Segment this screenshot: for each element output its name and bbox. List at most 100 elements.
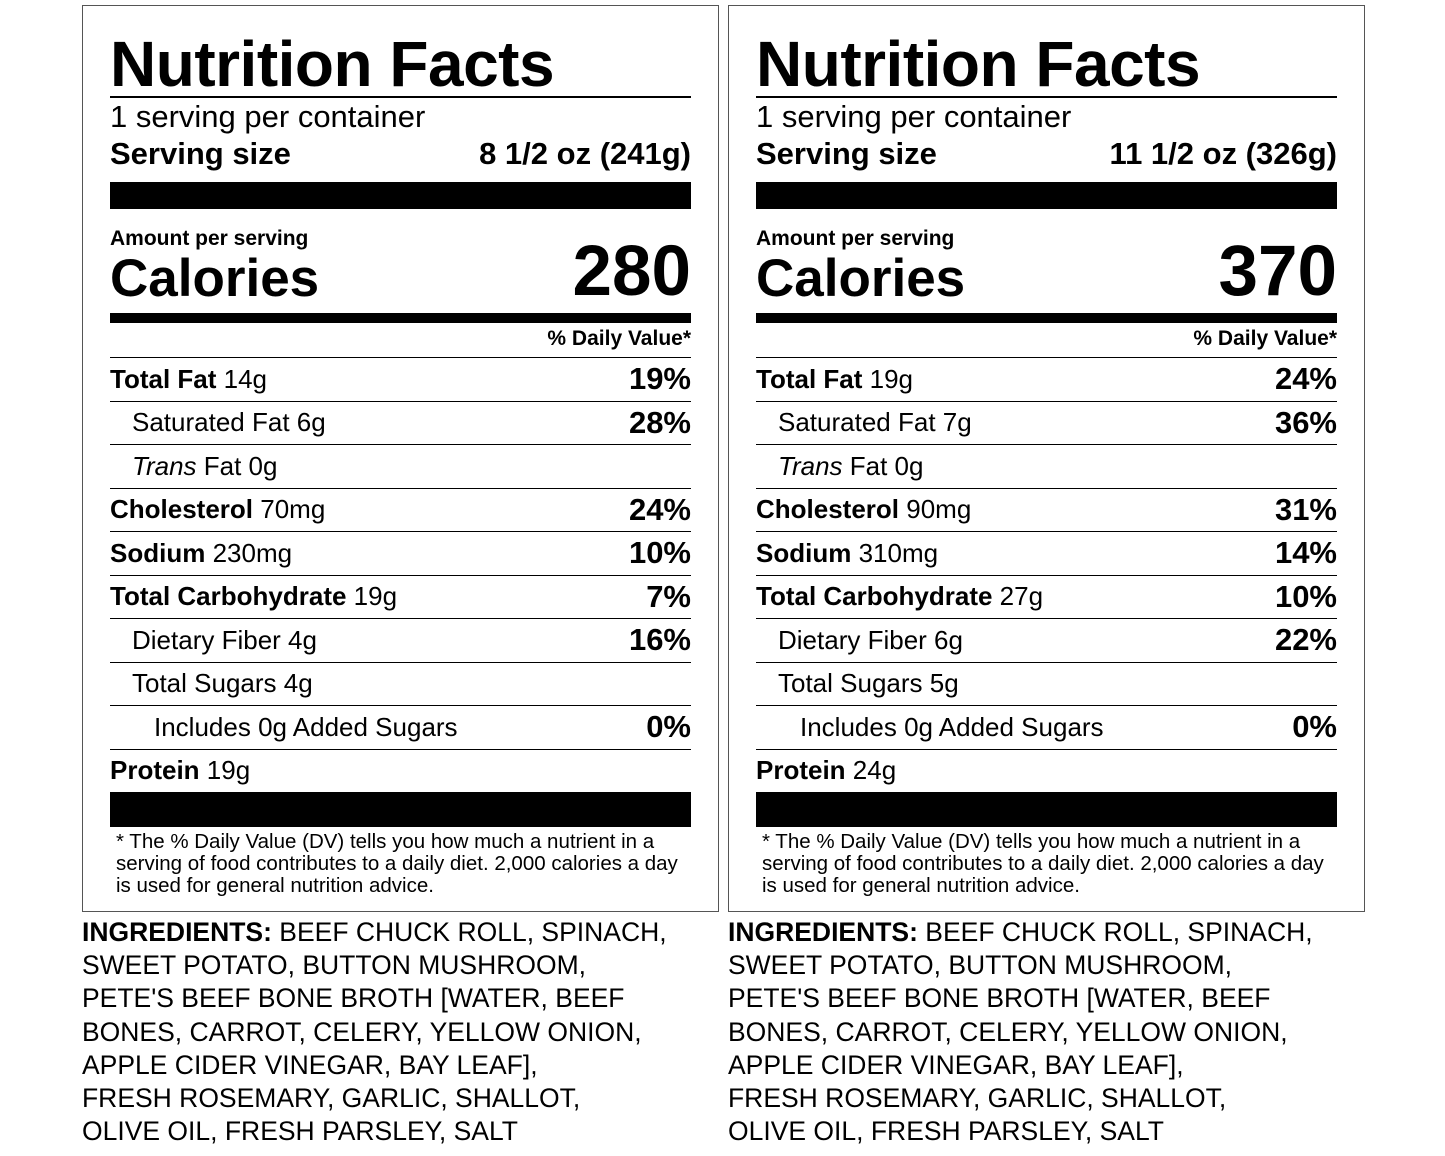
nutrient-name: Dietary Fiber 6g xyxy=(778,624,963,655)
calories-label: Calories xyxy=(756,249,966,308)
nutrient-name: Sodium xyxy=(110,537,206,568)
nutrient-amount: 14g xyxy=(216,363,268,394)
nutrient-name: Total Sugars 5g xyxy=(778,668,959,699)
nutrient-row-sodium: Sodium 310mg 14% xyxy=(756,532,1337,576)
nutrient-daily-value: 28% xyxy=(628,404,691,440)
nutrient-amount: 19g xyxy=(862,363,914,394)
nutrition-facts-title: Nutrition Facts xyxy=(110,28,555,100)
bottom-thick-divider xyxy=(110,792,691,827)
ingredients-line: PETE'S BEEF BONE BROTH [WATER, BEEF xyxy=(82,983,625,1014)
ingredients-line: APPLE CIDER VINEGAR, BAY LEAF], xyxy=(728,1049,1184,1080)
nutrient-daily-value: 22% xyxy=(1274,622,1337,658)
ingredients-line: BEEF CHUCK ROLL, SPINACH, xyxy=(271,917,667,947)
nutrient-name: Cholesterol xyxy=(110,494,254,525)
nutrient-name: Total Fat xyxy=(756,363,863,394)
ingredients-line: FRESH ROSEMARY, GARLIC, SHALLOT, xyxy=(82,1083,581,1114)
nutrient-row-protein: Protein 24g xyxy=(756,750,1337,793)
thick-divider xyxy=(756,182,1337,209)
nutrient-row-total-fat: Total Fat 19g 24% xyxy=(756,358,1337,402)
ingredients-line: FRESH ROSEMARY, GARLIC, SHALLOT, xyxy=(728,1083,1227,1114)
serving-size-value: 8 1/2 oz (241g) xyxy=(479,136,691,171)
nutrient-daily-value: 31% xyxy=(1274,491,1337,527)
daily-value-footnote: * The % Daily Value (DV) tells you how m… xyxy=(762,830,1324,897)
ingredients-label: INGREDIENTS: xyxy=(728,917,918,947)
nutrient-name: Includes 0g Added Sugars xyxy=(800,711,1104,742)
nutrient-row-dietary-fiber: Dietary Fiber 6g 22% xyxy=(756,619,1337,663)
servings-per-container: 1 serving per container xyxy=(110,99,426,134)
nutrient-daily-value: 10% xyxy=(628,535,691,571)
calories-row: Calories 280 xyxy=(110,236,691,307)
nutrient-name-italic: Trans xyxy=(132,450,197,481)
ingredients-line: SWEET POTATO, BUTTON MUSHROOM, xyxy=(82,950,587,981)
nutrient-row-total-carbohydrate: Total Carbohydrate 19g 7% xyxy=(110,576,691,619)
nutrient-name: Protein xyxy=(110,755,200,786)
nutrient-row-sodium: Sodium 230mg 10% xyxy=(110,532,691,576)
nutrient-amount: Fat 0g xyxy=(842,450,924,481)
medium-divider xyxy=(110,313,691,323)
calories-row: Calories 370 xyxy=(756,232,1337,311)
nutrient-daily-value: 24% xyxy=(628,491,691,527)
nutrient-daily-value: 0% xyxy=(646,709,691,745)
daily-value-header: % Daily Value* xyxy=(110,326,691,358)
ingredients-line: APPLE CIDER VINEGAR, BAY LEAF], xyxy=(82,1049,538,1080)
nutrition-label-left: Nutrition Facts 1 serving per container … xyxy=(82,5,719,1148)
nutrient-row-saturated-fat: Saturated Fat 7g 36% xyxy=(756,402,1337,445)
nutrient-name: Total Carbohydrate xyxy=(756,581,993,612)
nutrient-amount: 19g xyxy=(346,581,398,612)
nutrient-row-total-sugars: Total Sugars 4g xyxy=(110,663,691,706)
nutrient-amount: 310mg xyxy=(851,537,939,568)
nutrient-row-dietary-fiber: Dietary Fiber 4g 16% xyxy=(110,619,691,663)
nutrient-name: Total Fat xyxy=(110,363,217,394)
nutrient-row-protein: Protein 19g xyxy=(110,750,691,793)
nutrient-amount: 24g xyxy=(845,755,897,786)
ingredients-label: INGREDIENTS: xyxy=(82,917,272,947)
nutrient-row-added-sugars: Includes 0g Added Sugars 0% xyxy=(110,706,691,750)
nutrition-facts-title: Nutrition Facts xyxy=(756,28,1201,100)
daily-value-header: % Daily Value* xyxy=(756,326,1337,358)
nutrient-amount: 230mg xyxy=(205,537,293,568)
serving-size-row: Serving size 8 1/2 oz (241g) xyxy=(110,136,691,172)
serving-size-label: Serving size xyxy=(756,136,937,171)
nutrient-row-trans-fat: Trans Fat 0g xyxy=(110,445,691,489)
nutrient-daily-value: 10% xyxy=(1274,578,1337,614)
nutrient-name: Cholesterol xyxy=(756,494,900,525)
ingredients-line: BONES, CARROT, CELERY, YELLOW ONION, xyxy=(82,1016,642,1047)
nutrient-name: Total Sugars 4g xyxy=(132,668,313,699)
ingredients-line: SWEET POTATO, BUTTON MUSHROOM, xyxy=(728,950,1233,981)
nutrient-row-saturated-fat: Saturated Fat 6g 28% xyxy=(110,402,691,445)
divider xyxy=(756,96,1337,98)
daily-value-footnote: * The % Daily Value (DV) tells you how m… xyxy=(116,830,678,897)
serving-size-value: 11 1/2 oz (326g) xyxy=(1109,136,1337,171)
nutrient-row-total-sugars: Total Sugars 5g xyxy=(756,663,1337,706)
nutrient-row-cholesterol: Cholesterol 70mg 24% xyxy=(110,489,691,532)
ingredients-line: BONES, CARROT, CELERY, YELLOW ONION, xyxy=(728,1016,1288,1047)
nutrient-name: Saturated Fat 7g xyxy=(778,407,972,438)
amount-per-serving: Amount per serving xyxy=(756,227,955,250)
ingredients-line: OLIVE OIL, FRESH PARSLEY, SALT xyxy=(82,1116,518,1147)
nutrient-daily-value: 19% xyxy=(628,361,691,397)
nutrient-daily-value: 7% xyxy=(646,578,691,614)
nutrient-name: Saturated Fat 6g xyxy=(132,407,326,438)
calories-value: 370 xyxy=(1218,232,1337,311)
nutrition-facts-panel: Nutrition Facts 1 serving per container … xyxy=(728,5,1365,912)
divider xyxy=(110,96,691,98)
amount-per-serving: Amount per serving xyxy=(110,227,309,250)
nutrition-label-right: Nutrition Facts 1 serving per container … xyxy=(728,5,1365,1148)
ingredients-line: PETE'S BEEF BONE BROTH [WATER, BEEF xyxy=(728,983,1271,1014)
nutrient-name: Total Carbohydrate xyxy=(110,581,347,612)
ingredients-line: BEEF CHUCK ROLL, SPINACH, xyxy=(917,917,1313,947)
nutrient-daily-value: 24% xyxy=(1274,361,1337,397)
nutrient-amount: 27g xyxy=(992,581,1044,612)
nutrient-daily-value: 16% xyxy=(628,622,691,658)
nutrient-amount: 90mg xyxy=(899,494,972,525)
ingredients-list: INGREDIENTS: BEEF CHUCK ROLL, SPINACH, S… xyxy=(728,916,1365,1148)
nutrient-name: Dietary Fiber 4g xyxy=(132,624,317,655)
nutrient-row-total-carbohydrate: Total Carbohydrate 27g 10% xyxy=(756,576,1337,619)
nutrient-daily-value: 36% xyxy=(1274,404,1337,440)
nutrient-row-added-sugars: Includes 0g Added Sugars 0% xyxy=(756,706,1337,750)
medium-divider xyxy=(756,313,1337,323)
nutrient-name: Includes 0g Added Sugars xyxy=(154,711,458,742)
serving-size-row: Serving size 11 1/2 oz (326g) xyxy=(756,136,1337,172)
nutrient-name: Protein xyxy=(756,755,846,786)
nutrient-row-total-fat: Total Fat 14g 19% xyxy=(110,358,691,402)
